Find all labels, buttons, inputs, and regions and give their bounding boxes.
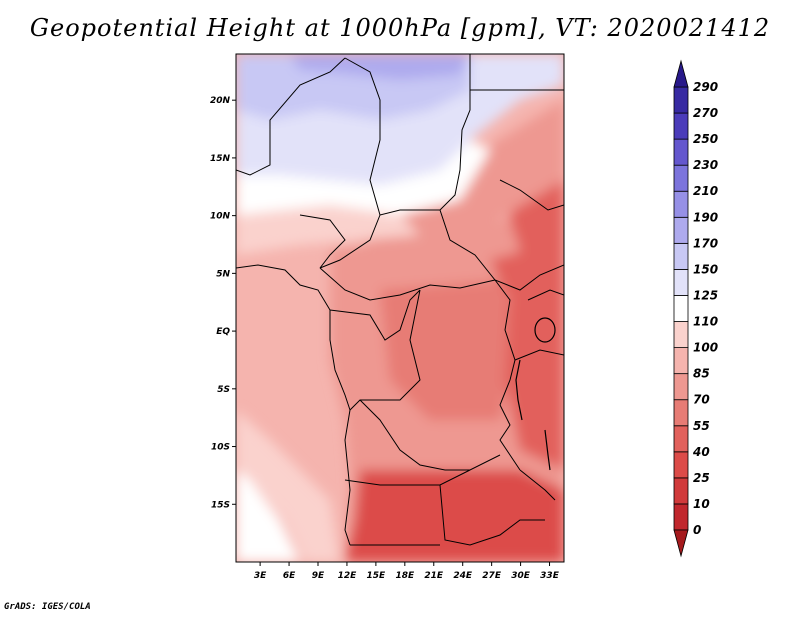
y-tick-label: 5N: [216, 269, 230, 279]
x-tick-label: 12E: [338, 571, 358, 581]
colorbar-box: [673, 190, 689, 218]
field-sahara-max: [290, 54, 470, 80]
field-sw-white: [236, 470, 300, 562]
border-niger-chad: [344, 57, 381, 216]
colorbar-label: 0: [693, 523, 701, 537]
border-car: [319, 267, 496, 301]
map-field: [236, 54, 564, 562]
colorbar-label: 290: [693, 80, 718, 94]
x-tick-label: 30E: [511, 571, 531, 581]
field-south: [345, 470, 564, 562]
colorbar-label: 250: [693, 132, 718, 146]
x-tick-label: 9E: [312, 571, 325, 581]
x-tick-label: 27E: [482, 571, 502, 581]
y-axis: 20N 15N 10N 5N EQ 5S 10S 15S: [210, 96, 236, 510]
x-tick-label: 21E: [424, 571, 444, 581]
colorbar-label: 170: [693, 236, 718, 250]
colorbar: 0 10 25 40 55 70 85 100 110 125 150 170 190 210 230 250…: [673, 59, 718, 558]
grads-credit: GrADS: IGES/COLA: [4, 602, 91, 612]
colorbar-box: [673, 321, 689, 348]
border-zimbabwe: [519, 469, 556, 501]
field-sahel-south: [236, 205, 420, 255]
colorbar-box: [673, 112, 689, 140]
y-tick-label: 15N: [210, 154, 231, 164]
colorbar-box: [673, 242, 689, 270]
y-tick-label: 10S: [211, 443, 230, 453]
border-tanzania: [514, 349, 564, 361]
border-sahara-w: [236, 57, 346, 176]
colorbar-box: [673, 347, 689, 375]
colorbar-box: [673, 216, 689, 244]
lake-tanganyika: [515, 359, 523, 421]
colorbar-label: 230: [693, 158, 718, 172]
colorbar-box: [673, 373, 689, 401]
colorbar-label: 40: [692, 445, 710, 459]
lake-malawi: [544, 429, 551, 471]
border-congo: [329, 289, 421, 341]
colorbar-box: [673, 425, 689, 453]
colorbar-box: [673, 86, 689, 114]
x-tick-label: 33E: [540, 571, 560, 581]
colorbar-label: 125: [693, 288, 718, 302]
colorbar-label: 55: [693, 419, 710, 433]
x-tick-label: 6E: [283, 571, 296, 581]
colorbar-label: 10: [693, 497, 710, 511]
map-borders: [236, 54, 564, 546]
field-sahel: [236, 140, 490, 220]
border-namibia: [344, 469, 471, 486]
colorbar-label: 210: [693, 184, 718, 198]
colorbar-box: [673, 269, 689, 296]
coastline: [236, 264, 351, 546]
colorbar-box: [673, 451, 689, 479]
border-nigeria: [299, 214, 346, 269]
x-tick-label: 18E: [395, 571, 415, 581]
colorbar-box: [673, 477, 689, 505]
x-tick-label: 3E: [254, 571, 267, 581]
chart-title: Geopotential Height at 1000hPa [gpm], VT…: [29, 14, 771, 42]
border-drc-e: [494, 279, 521, 471]
map-frame: [235, 53, 565, 563]
colorbar-box: [673, 399, 689, 427]
y-tick-label: 15S: [211, 500, 230, 510]
colorbar-over-triangle: [673, 59, 689, 88]
colorbar-label: 150: [693, 262, 718, 276]
border-botswana: [439, 484, 545, 546]
colorbar-label: 85: [693, 367, 710, 381]
x-tick-label: 24E: [453, 571, 473, 581]
colorbar-box: [673, 164, 689, 192]
border-chad-sudan: [379, 54, 471, 216]
colorbar-box: [673, 138, 689, 166]
colorbar-label: 190: [693, 210, 718, 224]
border-uganda-kenya: [527, 289, 564, 301]
border-ethiopia: [499, 179, 564, 211]
colorbar-under-triangle: [673, 529, 689, 558]
border-cameroon-n: [319, 214, 381, 269]
colorbar-label: 70: [693, 393, 710, 407]
colorbar-label: 25: [693, 471, 710, 485]
colorbar-box: [673, 503, 689, 531]
colorbar-box: [673, 295, 689, 322]
colorbar-label: 100: [693, 341, 718, 355]
y-tick-label: 10N: [210, 212, 231, 222]
colorbar-label: 110: [693, 315, 718, 329]
lake-victoria: [534, 317, 556, 343]
border-drc-w: [349, 289, 421, 411]
x-axis: 3E 6E 9E 12E 15E 18E 21E 24E 27E 30E 33E: [254, 562, 560, 581]
y-tick-label: EQ: [216, 327, 230, 337]
y-tick-label: 5S: [217, 385, 230, 395]
lakes: [515, 317, 556, 471]
field-sw-light: [236, 410, 340, 562]
x-tick-label: 15E: [367, 571, 387, 581]
colorbar-label: 270: [693, 106, 718, 120]
y-tick-label: 20N: [210, 96, 231, 106]
